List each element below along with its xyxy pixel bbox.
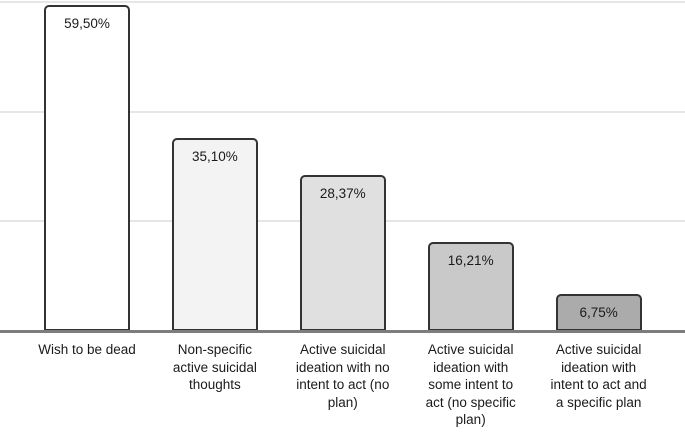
bar-2: 35,10% xyxy=(171,138,258,331)
x-axis-label-2: Non-specific active suicidal thoughts xyxy=(172,342,257,392)
bar-value-label: 16,21% xyxy=(447,253,494,269)
bar-3: 28,37% xyxy=(299,175,386,331)
bar-4: 16,21% xyxy=(427,242,514,331)
x-axis-line xyxy=(0,329,685,333)
x-axis-label-1: Wish to be dead xyxy=(38,342,136,357)
bar-1: 59,50% xyxy=(44,4,130,331)
x-axis-label-5: Active suicidal ideation with intent to … xyxy=(550,342,647,410)
bar-value-label: 6,75% xyxy=(579,304,618,320)
gridline-60pct xyxy=(0,0,685,3)
bar-value-label: 28,37% xyxy=(319,186,366,202)
bar-value-label: 35,10% xyxy=(191,149,238,165)
x-axis-label-3: Active suicidal ideation with no intent … xyxy=(295,342,390,410)
bar-5: 6,75% xyxy=(555,293,642,331)
bar-value-label: 59,50% xyxy=(64,15,110,31)
x-axis-label-4: Active suicidal ideation with some inten… xyxy=(425,342,516,427)
